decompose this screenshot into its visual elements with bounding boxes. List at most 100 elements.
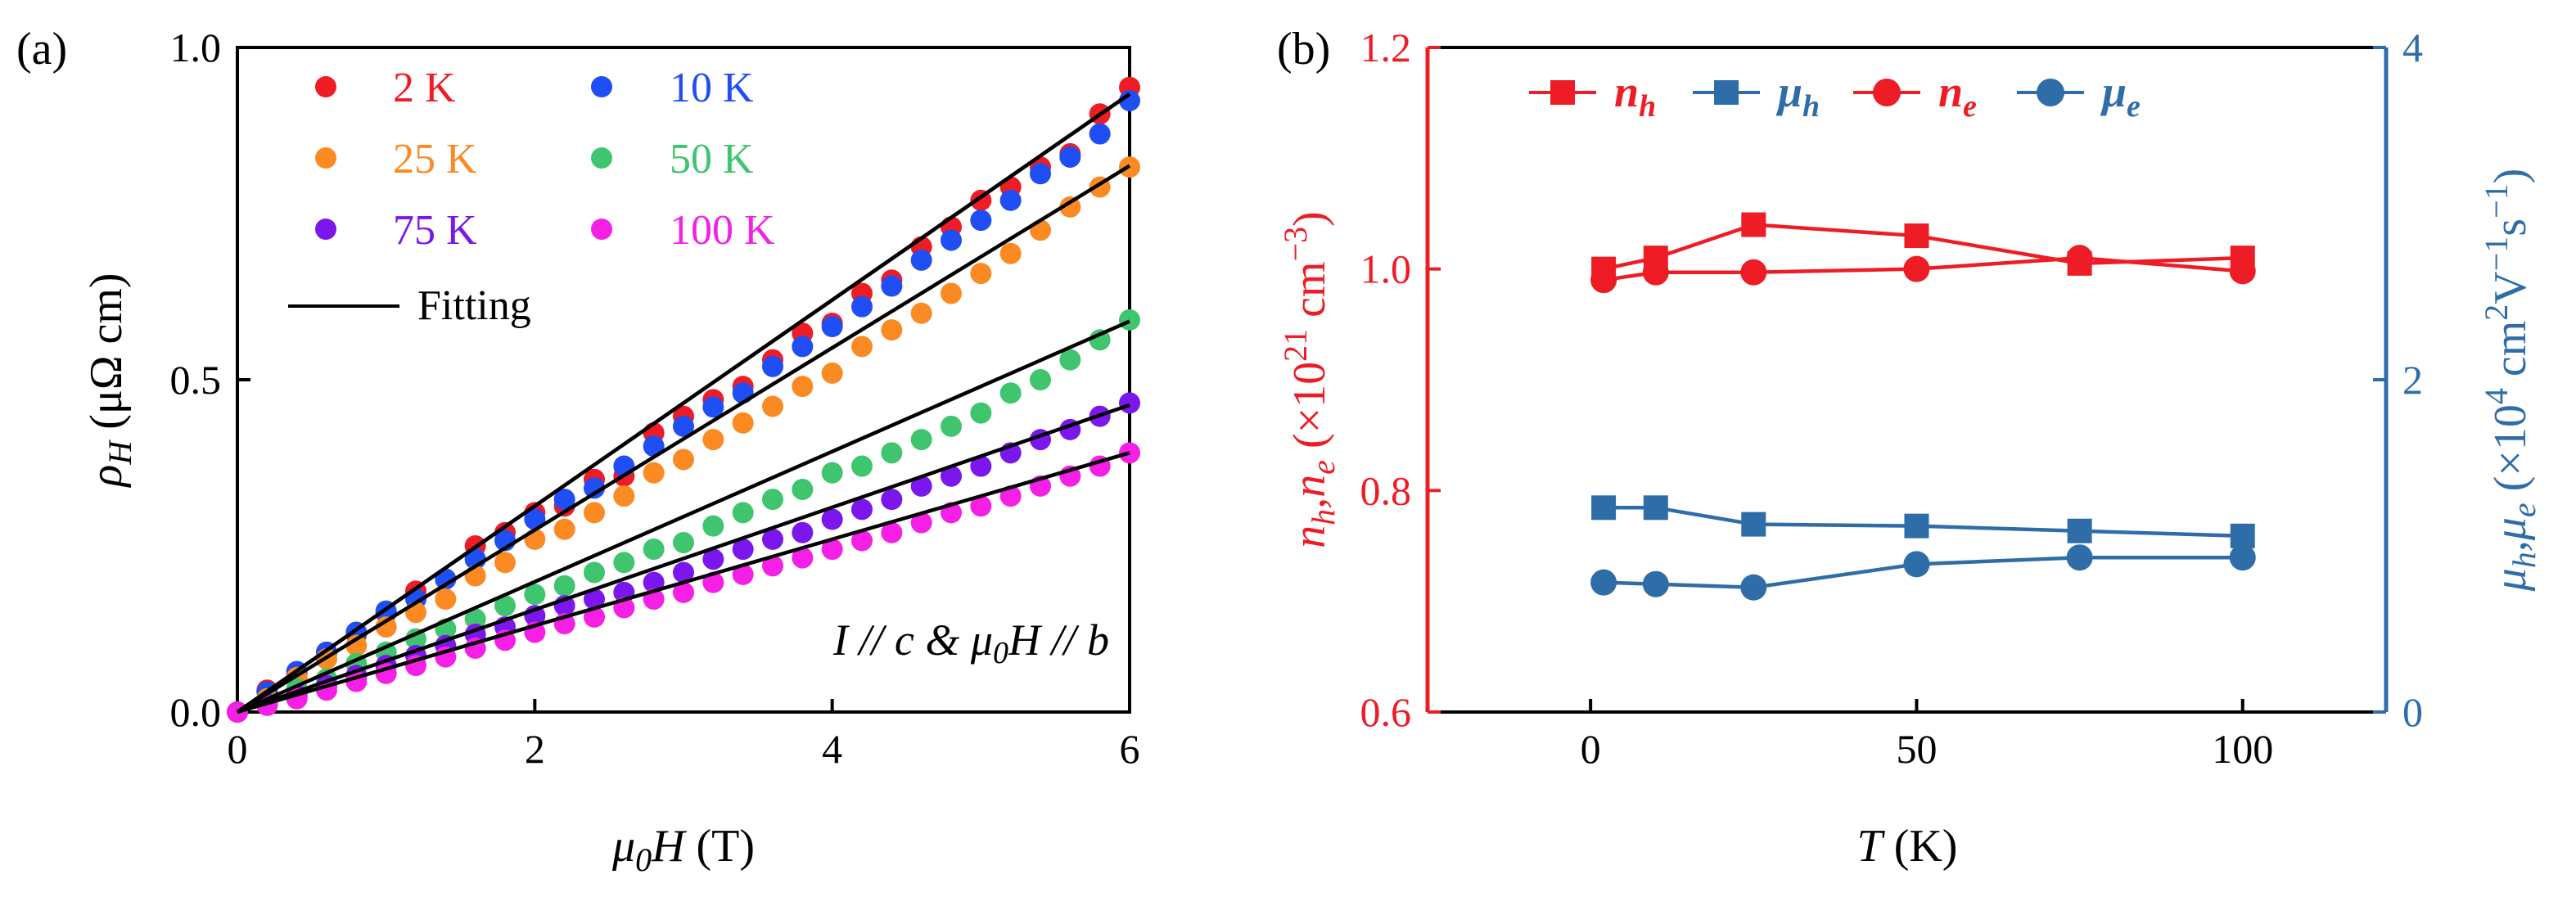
panel-b-frame [1425,46,2389,714]
data-point [1590,569,1617,596]
data-point [643,435,665,458]
data-point [881,275,903,297]
legend-label-25K: 25 K [393,136,477,183]
data-point [851,530,873,552]
data-point [1741,512,1766,537]
legend-marker-mue [2037,79,2064,106]
panel-a-y-ticks: 0.0 0.5 1.0 [170,25,250,735]
legend-label-2K: 2 K [393,65,456,111]
legend-label-nh: nh [1614,67,1656,124]
fit-line [236,92,1131,714]
x-tick-label: 100 [2212,726,2273,772]
data-point [792,376,814,398]
legend-label-nh-main: n [1614,67,1639,116]
panel-b-series [1590,212,2256,601]
data-point [375,616,397,638]
data-point [553,518,575,540]
data-point [584,588,605,610]
data-point [1030,219,1051,241]
data-point [1740,259,1767,286]
legend-marker-75K [315,219,336,240]
data-point [584,502,605,524]
panel-b-x-axis-label: T (K) [1857,821,1958,872]
data-point [762,355,783,377]
right-y-tick-label: 4 [2402,25,2423,70]
data-point [910,249,932,271]
legend-label-muh-sub: h [1802,89,1820,124]
panel-b-right-y-ticks: 0 2 4 [2373,25,2423,735]
fit-line [237,451,1130,714]
legend-marker-muh [1714,80,1739,105]
data-point [1740,574,1767,601]
panel-a: (a) 0 2 4 6 0.0 0.5 1.0 2 K 10 K 25 K 50 K [16,24,1140,878]
data-point [941,465,962,487]
data-point [970,210,992,232]
legend-label-muh: μh [1775,67,1820,124]
data-point [553,489,575,511]
data-point [999,189,1022,211]
legend-entry-50K: 50 K [591,136,754,183]
data-point [1059,196,1081,218]
y-tick-label: 0.5 [170,357,222,403]
data-point [584,561,605,584]
legend-marker-25K [315,147,336,169]
panel-b-left-y-axis-label: nh,ne (×1021 cm−3) [1277,211,1342,548]
data-point [762,395,783,417]
legend-label-50K: 50 K [670,136,754,183]
data-point [702,429,724,451]
legend-marker-ne [1873,79,1901,106]
data-point [1904,513,1929,539]
legend-entry-muh: μh [1693,67,1820,124]
legend-entry-ne: ne [1853,67,1977,124]
data-point [584,477,605,499]
data-point [792,336,814,358]
data-point [910,302,932,324]
data-point [1089,329,1111,351]
legend-marker-50K [591,147,612,169]
panel-a-x-axis-label: μ0H (T) [611,821,755,878]
legend-label-nh-sub: h [1639,89,1656,124]
legend-label-muh-main: μ [1775,67,1802,116]
fit-line [237,319,1130,714]
data-point [673,531,694,553]
x-tick-label: 50 [1896,726,1937,772]
right-y-tick-label: 2 [2402,357,2423,403]
panel-b-left-y-ticks: 0.6 0.8 1.0 1.2 [1360,25,1441,735]
data-point [435,588,457,610]
data-point [941,229,962,251]
data-point [1903,255,1930,282]
data-point [1903,551,1930,578]
y-tick-label: 1.0 [170,25,222,70]
data-point [673,448,694,471]
panel-a-label: (a) [16,24,67,74]
data-point [702,396,724,418]
legend-marker-100K [591,219,612,240]
data-point [851,498,873,521]
data-point [821,508,843,530]
right-y-tick-label: 0 [2402,689,2423,735]
data-point [673,581,694,603]
data-point [702,515,724,537]
x-tick-label: 0 [1581,726,1601,772]
data-point [821,362,843,384]
data-point [732,563,754,585]
data-point [881,489,903,511]
legend-label-ne: ne [1938,67,1977,124]
series-muh [1591,495,2255,548]
left-y-tick-label: 1.2 [1360,25,1412,70]
legend-label-mue: μe [2100,67,2141,124]
data-point [2066,245,2093,272]
data-point [910,475,932,497]
series-ne [1590,245,2256,294]
fit-line [236,164,1131,714]
data-point [435,568,457,590]
left-y-tick-label: 0.8 [1360,467,1412,513]
legend-label-75K: 75 K [393,207,477,254]
data-point [1119,309,1140,331]
data-point [851,295,873,318]
data-point [673,415,694,437]
data-point [821,316,843,338]
data-point [345,634,368,656]
y-tick-label: 0.0 [170,689,222,735]
